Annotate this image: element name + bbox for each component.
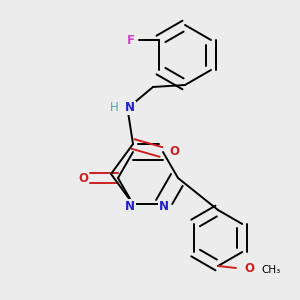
Text: N: N — [125, 200, 135, 214]
Text: F: F — [127, 34, 135, 46]
Text: O: O — [78, 172, 88, 184]
Text: CH₃: CH₃ — [261, 265, 280, 275]
Text: O: O — [244, 262, 254, 275]
Text: N: N — [125, 101, 135, 115]
Text: H: H — [110, 101, 118, 115]
Text: O: O — [169, 146, 179, 158]
Text: N: N — [159, 200, 169, 214]
